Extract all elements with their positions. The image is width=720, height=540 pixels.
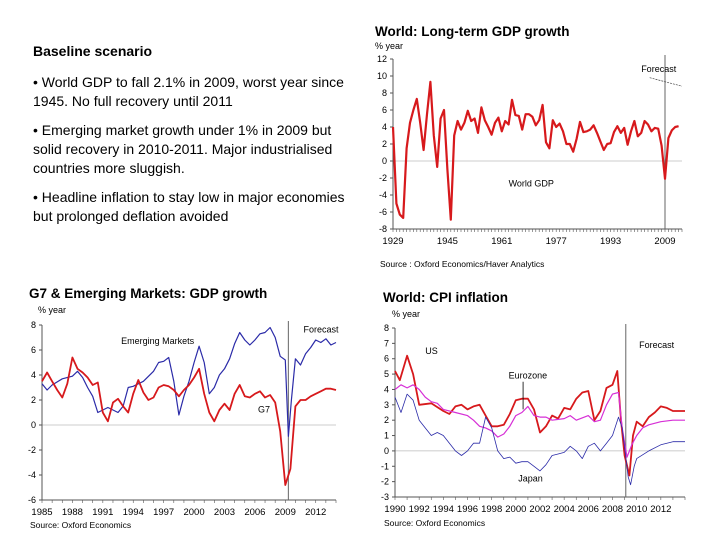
x-tick-label: 1977 bbox=[546, 236, 567, 247]
x-tick-label: 2004 bbox=[554, 504, 575, 515]
x-tick-label: 1996 bbox=[457, 504, 478, 515]
x-tick-label: 2000 bbox=[183, 507, 204, 518]
series-line-japan bbox=[394, 393, 685, 486]
x-tick-label: 2008 bbox=[602, 504, 623, 515]
y-tick-label: -2 bbox=[28, 445, 36, 455]
annotation-label: World GDP bbox=[509, 179, 554, 189]
x-tick-label: 2012 bbox=[305, 507, 326, 518]
x-tick-label: 2009 bbox=[654, 236, 675, 247]
annotation-label: Japan bbox=[518, 474, 543, 484]
y-tick-label: 0 bbox=[382, 156, 387, 166]
y-tick-label: 5 bbox=[384, 369, 389, 379]
y-tick-label: 0 bbox=[31, 420, 36, 430]
y-tick-label: 8 bbox=[382, 88, 387, 98]
x-tick-label: 1945 bbox=[437, 236, 458, 247]
chart-svg: -8 -6 -4 -2 0 2 4 6 8 10 12 1929 1945 1961 1977 1993 200… bbox=[377, 54, 683, 247]
x-tick-label: 1988 bbox=[62, 507, 83, 518]
y-tick-label: -4 bbox=[28, 470, 36, 480]
y-tick-label: 3 bbox=[384, 400, 389, 410]
annotation-label: Forecast bbox=[304, 325, 340, 335]
x-tick-label: 2006 bbox=[244, 507, 265, 518]
annotation-label: Eurozone bbox=[509, 371, 548, 381]
series-line-us bbox=[394, 354, 685, 477]
x-tick-label: 2002 bbox=[529, 504, 550, 515]
x-tick-label: 1961 bbox=[491, 236, 512, 247]
y-tick-label: -8 bbox=[379, 224, 387, 234]
x-tick-label: 2012 bbox=[650, 504, 671, 515]
y-tick-label: 6 bbox=[31, 345, 36, 355]
y-tick-label: -6 bbox=[379, 207, 387, 217]
y-tick-label: -2 bbox=[379, 173, 387, 183]
x-tick-label: 1991 bbox=[92, 507, 113, 518]
x-tick-label: 2000 bbox=[505, 504, 526, 515]
series-line-emerging-markets bbox=[41, 326, 337, 437]
y-axis-unit: % year bbox=[38, 305, 67, 315]
chart-source: Source: Oxford Economics bbox=[30, 520, 132, 530]
y-tick-label: 10 bbox=[377, 71, 387, 81]
g7-em-gdp-chart: G7 & Emerging Markets: GDP growth % year… bbox=[20, 282, 350, 537]
annotation-label: US bbox=[425, 346, 438, 356]
x-tick-label: 2003 bbox=[214, 507, 235, 518]
y-axis-unit: % year bbox=[392, 309, 421, 319]
y-tick-label: 6 bbox=[384, 354, 389, 364]
x-tick-label: 1985 bbox=[31, 507, 52, 518]
y-tick-label: 2 bbox=[31, 395, 36, 405]
annotation-label: Emerging Markets bbox=[121, 336, 195, 346]
series-line-g7 bbox=[41, 356, 337, 486]
y-tick-label: -3 bbox=[381, 492, 389, 502]
world-gdp-chart: World: Long-term GDP growth % year Sourc… bbox=[360, 22, 700, 272]
chart-title: World: CPI inflation bbox=[383, 290, 508, 305]
y-tick-label: -1 bbox=[381, 461, 389, 471]
y-tick-label: 8 bbox=[31, 320, 36, 330]
x-tick-label: 1994 bbox=[433, 504, 454, 515]
y-tick-label: -4 bbox=[379, 190, 387, 200]
y-tick-label: 6 bbox=[382, 105, 387, 115]
annotation-label: Forecast bbox=[641, 64, 677, 74]
x-tick-label: 2009 bbox=[275, 507, 296, 518]
cpi-inflation-chart: World: CPI inflation % year Source: Oxfo… bbox=[370, 282, 700, 537]
chart-title: G7 & Emerging Markets: GDP growth bbox=[29, 286, 268, 301]
series-line-world-gdp bbox=[391, 80, 679, 221]
x-tick-label: 1997 bbox=[153, 507, 174, 518]
y-tick-label: 7 bbox=[384, 338, 389, 348]
y-tick-label: 8 bbox=[384, 323, 389, 333]
x-tick-label: 1929 bbox=[382, 236, 403, 247]
y-tick-label: 0 bbox=[384, 446, 389, 456]
annotation-label: Forecast bbox=[639, 340, 675, 350]
x-tick-label: 1990 bbox=[384, 504, 405, 515]
chart-svg: -6 -4 -2 0 2 4 6 8 1985 1988 1991 1994 1997 2000 2003 2… bbox=[28, 320, 340, 518]
summary-text: Baseline scenario • World GDP to fall 2.… bbox=[33, 42, 353, 236]
y-tick-label: 2 bbox=[384, 415, 389, 425]
y-tick-label: 12 bbox=[377, 54, 387, 64]
y-tick-label: -2 bbox=[381, 477, 389, 487]
series-line-eurozone bbox=[394, 384, 685, 458]
bullet-inflation: • Headline inflation to stay low in majo… bbox=[33, 189, 345, 224]
y-tick-label: 1 bbox=[384, 431, 389, 441]
x-tick-label: 1998 bbox=[481, 504, 502, 515]
chart-source: Source: Oxford Economics bbox=[384, 518, 486, 528]
forecast-pointer bbox=[649, 77, 683, 87]
y-tick-label: 4 bbox=[384, 384, 389, 394]
annotation-label: G7 bbox=[258, 405, 270, 415]
bullet-gdp: • World GDP to fall 2.1% in 2009, worst … bbox=[33, 74, 344, 109]
y-tick-label: -6 bbox=[28, 495, 36, 505]
y-tick-label: 4 bbox=[31, 370, 36, 380]
bullet-emerging: • Emerging market growth under 1% in 200… bbox=[33, 122, 333, 176]
chart-source: Source : Oxford Economics/Haver Analytic… bbox=[380, 259, 545, 269]
x-tick-label: 1994 bbox=[123, 507, 144, 518]
x-tick-label: 2010 bbox=[626, 504, 647, 515]
x-tick-label: 1993 bbox=[600, 236, 621, 247]
chart-title: World: Long-term GDP growth bbox=[375, 24, 570, 39]
x-tick-label: 2006 bbox=[578, 504, 599, 515]
summary-heading: Baseline scenario bbox=[33, 43, 153, 59]
y-axis-unit: % year bbox=[375, 41, 404, 51]
y-tick-label: 2 bbox=[382, 139, 387, 149]
x-tick-label: 1992 bbox=[409, 504, 430, 515]
y-tick-label: 4 bbox=[382, 122, 387, 132]
